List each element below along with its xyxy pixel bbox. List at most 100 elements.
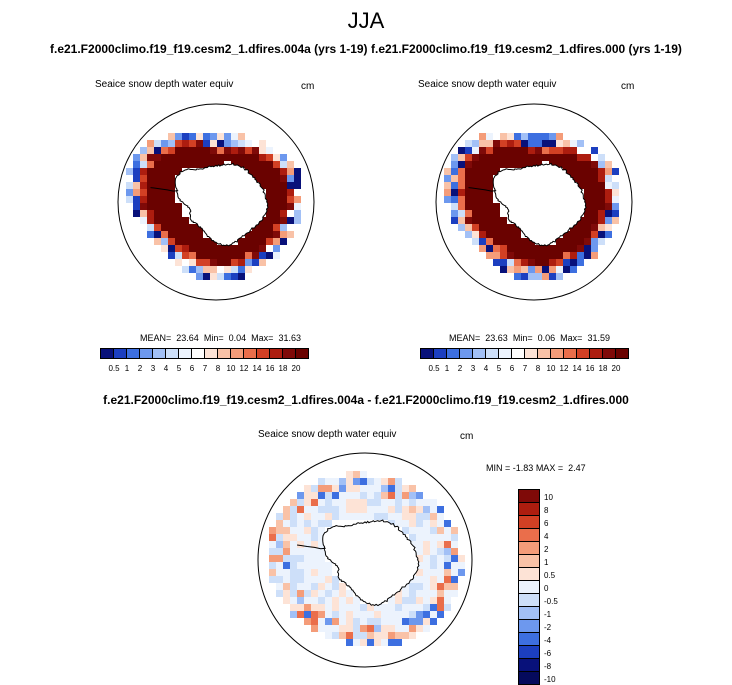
grid-cell <box>451 527 458 534</box>
grid-cell <box>346 590 353 597</box>
grid-cell <box>500 224 507 231</box>
grid-cell <box>374 478 381 485</box>
grid-cell <box>416 569 423 576</box>
grid-cell <box>252 175 259 182</box>
grid-cell <box>217 140 224 147</box>
grid-cell <box>332 478 339 485</box>
grid-cell <box>311 562 318 569</box>
colorbar-swatch <box>498 348 512 359</box>
grid-cell <box>325 520 332 527</box>
grid-cell <box>318 548 325 555</box>
grid-cell <box>521 154 528 161</box>
grid-cell <box>273 161 280 168</box>
grid-cell <box>175 210 182 217</box>
grid-cell <box>388 478 395 485</box>
grid-cell <box>444 576 451 583</box>
grid-cell <box>500 140 507 147</box>
grid-cell <box>346 611 353 618</box>
colorbar-swatch <box>576 348 590 359</box>
grid-cell <box>346 618 353 625</box>
grid-cell <box>437 520 444 527</box>
grid-cell <box>584 154 591 161</box>
grid-cell <box>318 520 325 527</box>
grid-cell <box>584 189 591 196</box>
grid-cell <box>549 154 556 161</box>
grid-cell <box>325 478 332 485</box>
grid-cell <box>318 583 325 590</box>
colorbar-swatch <box>204 348 218 359</box>
grid-cell <box>231 259 238 266</box>
grid-cell <box>245 140 252 147</box>
grid-cell <box>238 161 245 168</box>
grid-cell <box>318 478 325 485</box>
grid-cell <box>605 168 612 175</box>
grid-cell <box>605 175 612 182</box>
grid-cell <box>266 168 273 175</box>
grid-cell <box>598 161 605 168</box>
grid-cell <box>346 485 353 492</box>
grid-cell <box>493 140 500 147</box>
grid-cell <box>245 266 252 273</box>
colorbar-swatch <box>518 671 540 685</box>
grid-cell <box>290 541 297 548</box>
grid-cell <box>311 534 318 541</box>
grid-cell <box>458 161 465 168</box>
grid-cell <box>210 252 217 259</box>
grid-cell <box>507 224 514 231</box>
grid-cell <box>325 597 332 604</box>
grid-cell <box>416 541 423 548</box>
grid-cell <box>346 499 353 506</box>
grid-cell <box>577 175 584 182</box>
grid-cell <box>140 175 147 182</box>
grid-cell <box>203 140 210 147</box>
grid-cell <box>563 140 570 147</box>
grid-cell <box>521 161 528 168</box>
grid-cell <box>161 147 168 154</box>
grid-cell <box>290 506 297 513</box>
grid-cell <box>416 555 423 562</box>
grid-cell <box>458 562 465 569</box>
grid-cell <box>416 492 423 499</box>
grid-cell <box>486 161 493 168</box>
grid-cell <box>259 147 266 154</box>
colorbar-tick-label: 8 <box>535 364 541 373</box>
grid-cell <box>423 611 430 618</box>
grid-cell <box>528 273 535 280</box>
grid-cell <box>465 182 472 189</box>
grid-cell <box>423 520 430 527</box>
grid-cell <box>500 161 507 168</box>
grid-cell <box>266 161 273 168</box>
grid-cell <box>444 583 451 590</box>
grid-cell <box>577 245 584 252</box>
grid-cell <box>486 147 493 154</box>
colorbar-tick-label: 2 <box>544 545 549 554</box>
grid-cell <box>535 273 542 280</box>
grid-cell <box>472 154 479 161</box>
grid-cell <box>294 203 301 210</box>
grid-cell <box>409 618 416 625</box>
grid-cell <box>276 541 283 548</box>
grid-cell <box>493 133 500 140</box>
colorbar-tick-label: 7 <box>202 364 208 373</box>
grid-cell <box>486 238 493 245</box>
grid-cell <box>451 548 458 555</box>
grid-cell <box>325 569 332 576</box>
colorbar-swatch <box>472 348 486 359</box>
grid-cell <box>577 252 584 259</box>
grid-cell <box>367 604 374 611</box>
grid-cell <box>297 520 304 527</box>
grid-cell <box>416 611 423 618</box>
grid-cell <box>430 611 437 618</box>
colorbar-swatch <box>518 658 540 672</box>
grid-cell <box>451 203 458 210</box>
grid-cell <box>189 245 196 252</box>
grid-cell <box>259 252 266 259</box>
grid-cell <box>245 161 252 168</box>
grid-cell <box>430 618 437 625</box>
map-left <box>117 103 315 301</box>
grid-cell <box>203 154 210 161</box>
grid-cell <box>353 471 360 478</box>
grid-cell <box>280 203 287 210</box>
grid-cell <box>430 590 437 597</box>
grid-cell <box>133 168 140 175</box>
